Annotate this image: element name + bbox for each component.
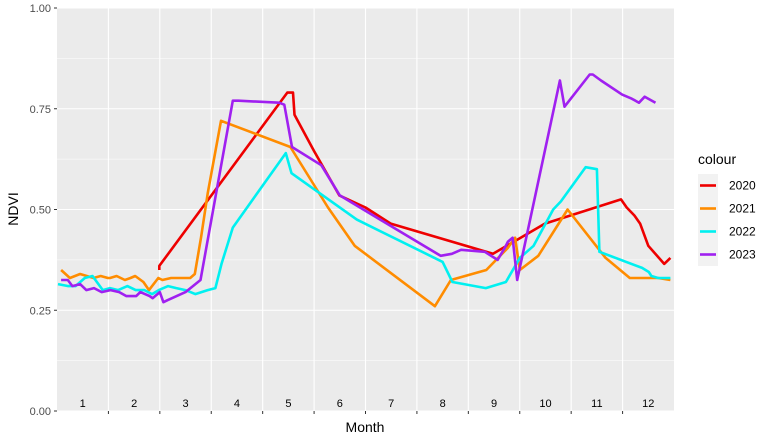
series-line-2020	[158, 91, 672, 270]
series-line-2023	[61, 73, 657, 304]
month-label: 4	[234, 398, 240, 410]
legend-title: colour	[698, 151, 736, 167]
month-label: 12	[642, 398, 654, 410]
month-label: 8	[440, 398, 446, 410]
x-axis	[107, 411, 624, 414]
x-axis-title: Month	[346, 419, 385, 435]
month-label: 9	[491, 398, 497, 410]
legend-label-2022: 2022	[729, 225, 756, 239]
month-label: 2	[131, 398, 137, 410]
legend: colour 2020 2021 2022 2023	[698, 151, 756, 266]
series-line-2022	[57, 151, 671, 296]
y-tick-label: 0.75	[30, 104, 51, 116]
series-line-2021	[60, 119, 671, 308]
month-label: 5	[285, 398, 291, 410]
legend-keys: 2020 2021 2022 2023	[698, 174, 756, 266]
month-label: 6	[337, 398, 343, 410]
y-tick-label: 0.50	[30, 205, 51, 217]
y-axis-title: NDVI	[5, 192, 21, 225]
legend-label-2021: 2021	[729, 202, 756, 216]
y-tick-label: 0.00	[30, 406, 51, 418]
series-layer	[57, 73, 672, 308]
month-label: 1	[80, 398, 86, 410]
legend-label-2020: 2020	[729, 179, 756, 193]
y-tick-label: 0.25	[30, 305, 51, 317]
month-labels: 1 2 3 4 5 6 7 8 9 10 11 12	[80, 398, 655, 410]
month-label: 11	[591, 398, 602, 410]
month-label: 7	[388, 398, 394, 410]
legend-label-2023: 2023	[729, 248, 756, 262]
y-axis: 0.00 0.25 0.50 0.75 1.00	[30, 3, 57, 418]
month-label: 10	[539, 398, 551, 410]
month-label: 3	[182, 398, 188, 410]
y-tick-label: 1.00	[30, 3, 51, 15]
